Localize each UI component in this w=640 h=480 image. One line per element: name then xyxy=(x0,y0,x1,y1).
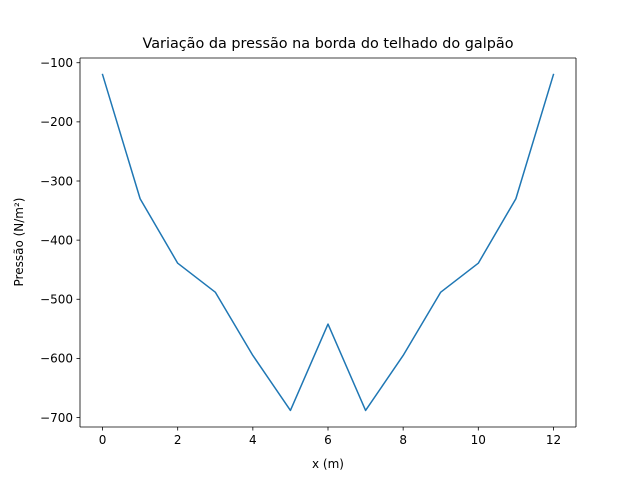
y-tick-label: −500 xyxy=(40,293,73,307)
series-line-0 xyxy=(101,73,555,412)
y-tick-label: −100 xyxy=(40,56,73,70)
y-tick-label: −700 xyxy=(40,411,73,425)
x-tick-label: 6 xyxy=(324,433,332,447)
x-tick-label: 4 xyxy=(249,433,257,447)
y-tick-label: −200 xyxy=(40,115,73,129)
chart-title: Variação da pressão na borda do telhado … xyxy=(142,36,513,52)
axes: 0 2 4 6 8 10 12 −100 −200 −300 −400 −500 −600 −700 xyxy=(40,56,577,447)
x-tick-label: 2 xyxy=(174,433,182,447)
plot-area xyxy=(101,73,555,412)
x-tick-label: 10 xyxy=(471,433,486,447)
x-tick-label: 0 xyxy=(99,433,107,447)
y-tick-label: −300 xyxy=(40,174,73,188)
y-axis-label: Pressão (N/m²) xyxy=(12,198,26,287)
x-tick-label: 8 xyxy=(399,433,407,447)
x-tick-label: 12 xyxy=(546,433,561,447)
x-axis-label: x (m) xyxy=(312,457,344,471)
y-tick-label: −600 xyxy=(40,352,73,366)
y-tick-label: −400 xyxy=(40,233,73,247)
